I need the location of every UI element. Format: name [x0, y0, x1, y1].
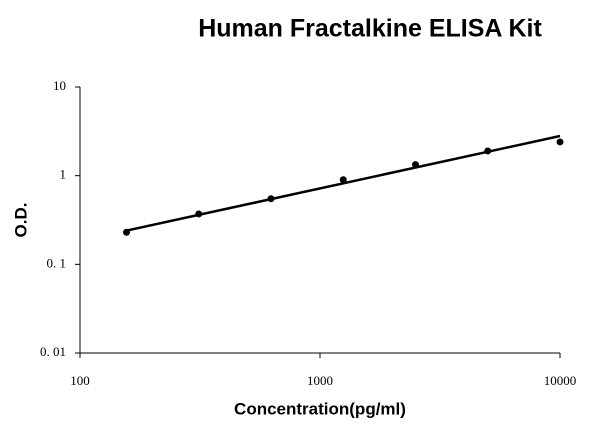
x-tick-label: 1000: [307, 373, 333, 388]
data-point: [267, 195, 275, 203]
chart-title: Human Fractalkine ELISA Kit: [198, 15, 542, 43]
data-point: [195, 210, 203, 218]
trend-line: [126, 134, 561, 232]
x-axis-label: Concentration(pg/ml): [234, 399, 406, 418]
data-point: [123, 228, 131, 236]
data-point: [484, 147, 492, 155]
y-tick-label: 0. 1: [47, 255, 67, 270]
y-axis-label: O.D.: [11, 203, 30, 238]
x-tick-label: 100: [70, 373, 90, 388]
data-point: [412, 161, 420, 169]
data-point: [556, 138, 564, 146]
y-tick-label: 0. 01: [40, 344, 66, 359]
data-point: [339, 176, 347, 184]
x-tick-label: 10000: [544, 373, 577, 388]
y-tick-label: 10: [53, 78, 66, 93]
y-tick-label: 1: [60, 167, 67, 182]
